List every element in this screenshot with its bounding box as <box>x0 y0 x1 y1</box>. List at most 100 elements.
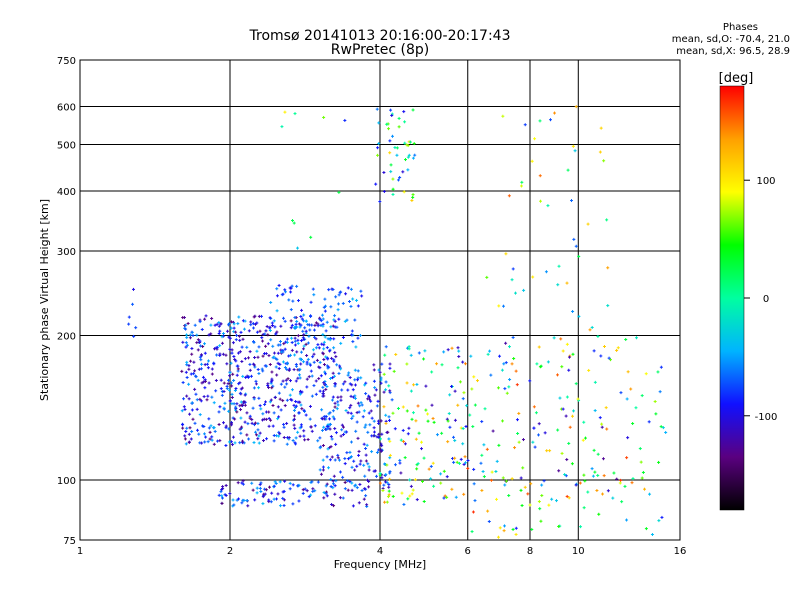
data-point <box>316 480 320 484</box>
data-point <box>377 432 381 436</box>
data-point <box>188 426 192 430</box>
data-point <box>579 525 583 529</box>
data-point <box>311 489 315 493</box>
data-point <box>403 456 407 460</box>
data-point <box>221 332 225 336</box>
data-point <box>263 403 267 407</box>
data-point <box>351 340 355 344</box>
y-tick-label: 200 <box>57 332 76 343</box>
data-point <box>388 453 392 457</box>
data-point <box>255 491 259 495</box>
data-point <box>275 309 279 313</box>
data-point <box>185 376 189 380</box>
data-point <box>423 349 427 353</box>
data-point <box>196 378 200 382</box>
data-point <box>513 446 517 450</box>
data-point <box>388 439 392 443</box>
data-point <box>190 347 194 351</box>
data-point <box>601 492 605 496</box>
data-point <box>356 336 360 340</box>
data-point <box>296 484 300 488</box>
data-point <box>376 399 380 403</box>
data-point <box>268 316 272 320</box>
data-point <box>305 489 309 493</box>
data-point <box>321 468 325 472</box>
data-point <box>300 317 304 321</box>
data-point <box>212 362 216 366</box>
data-point <box>278 397 282 401</box>
data-point <box>331 324 335 328</box>
data-point <box>360 489 364 493</box>
data-point <box>288 487 292 491</box>
data-point <box>565 494 569 498</box>
data-point <box>264 488 268 492</box>
phase-stats-title: Phases <box>722 22 758 33</box>
data-point <box>236 351 240 355</box>
data-point <box>326 366 330 370</box>
data-point <box>401 405 405 409</box>
data-point <box>370 416 374 420</box>
data-point <box>341 475 345 479</box>
data-point <box>386 430 390 434</box>
data-point <box>200 362 204 366</box>
data-point <box>335 407 339 411</box>
data-point <box>134 326 138 330</box>
data-point <box>406 432 410 436</box>
data-point <box>494 469 498 473</box>
data-point <box>264 329 268 333</box>
data-point <box>455 460 459 464</box>
data-point <box>520 504 524 508</box>
data-point <box>344 409 348 413</box>
data-point <box>309 425 313 429</box>
data-point <box>217 493 221 497</box>
data-point <box>194 375 198 379</box>
data-point <box>356 436 360 440</box>
data-point <box>366 430 370 434</box>
data-point <box>253 421 257 425</box>
data-point <box>283 404 287 408</box>
data-point <box>277 391 281 395</box>
data-point <box>199 399 203 403</box>
data-point <box>332 504 336 508</box>
data-point <box>625 518 629 522</box>
data-point <box>287 354 291 358</box>
data-point <box>591 474 595 478</box>
data-point <box>332 474 336 478</box>
data-point <box>228 347 232 351</box>
data-point <box>372 419 376 423</box>
data-point <box>184 327 188 331</box>
data-point <box>321 317 325 321</box>
data-point <box>309 493 313 497</box>
data-point <box>302 333 306 337</box>
data-point <box>324 415 328 419</box>
data-point <box>496 535 500 539</box>
data-point <box>388 470 392 474</box>
data-point <box>384 413 388 417</box>
data-point <box>469 354 473 358</box>
data-point <box>267 354 271 358</box>
data-point <box>511 336 515 340</box>
data-point <box>264 400 268 404</box>
data-point <box>297 411 301 415</box>
data-point <box>325 482 329 486</box>
data-point <box>596 473 600 477</box>
data-point <box>354 345 358 349</box>
data-point <box>364 392 368 396</box>
data-point <box>362 409 366 413</box>
data-point <box>209 323 213 327</box>
data-point <box>384 345 388 349</box>
data-point <box>292 368 296 372</box>
data-point <box>453 439 457 443</box>
data-point <box>374 474 378 478</box>
data-point <box>256 422 260 426</box>
data-point <box>236 367 240 371</box>
data-point <box>350 465 354 469</box>
data-point <box>557 469 561 473</box>
data-point <box>180 409 184 413</box>
data-point <box>487 520 491 524</box>
data-point <box>318 446 322 450</box>
data-point <box>331 415 335 419</box>
data-point <box>540 494 544 498</box>
data-point <box>471 425 475 429</box>
data-point <box>219 387 223 391</box>
